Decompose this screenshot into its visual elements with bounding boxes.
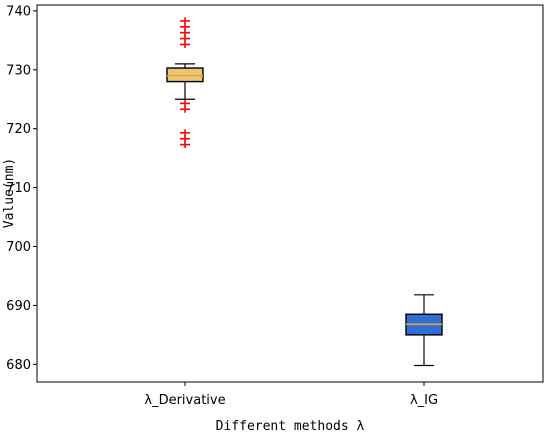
y-tick-label: 740 [6, 4, 31, 19]
y-tick-label: 700 [6, 240, 31, 255]
box-iqr [166, 67, 204, 83]
outlier-point [180, 35, 190, 43]
plot-elements [166, 17, 443, 367]
outlier-point [180, 105, 190, 113]
y-tick-label: 730 [6, 63, 31, 78]
outlier-point [180, 40, 190, 48]
y-tick-label: 710 [6, 181, 31, 196]
y-tick-label: 690 [6, 299, 31, 314]
box-group [166, 17, 204, 149]
outlier-point [180, 23, 190, 31]
box-group [405, 294, 443, 367]
outlier-point [180, 17, 190, 25]
x-tick-label: λ_IG [410, 393, 438, 408]
x-axis-label: Different methods λ [216, 419, 365, 434]
y-axis-label: Value(nm) [2, 158, 17, 228]
x-tick-label: λ_Derivative [144, 393, 225, 408]
outlier-point [180, 135, 190, 143]
y-axis-ticks: 680 690 700 710 720 730 740 [6, 4, 37, 373]
x-axis-ticks: λ_Derivative λ_IG [144, 382, 438, 408]
outlier-point [180, 129, 190, 137]
outlier-point [180, 29, 190, 37]
plot-area-frame [36, 4, 544, 383]
y-tick-label: 720 [6, 122, 31, 137]
outlier-point [180, 141, 190, 149]
outlier-point [180, 99, 190, 107]
y-tick-label: 680 [6, 358, 31, 373]
